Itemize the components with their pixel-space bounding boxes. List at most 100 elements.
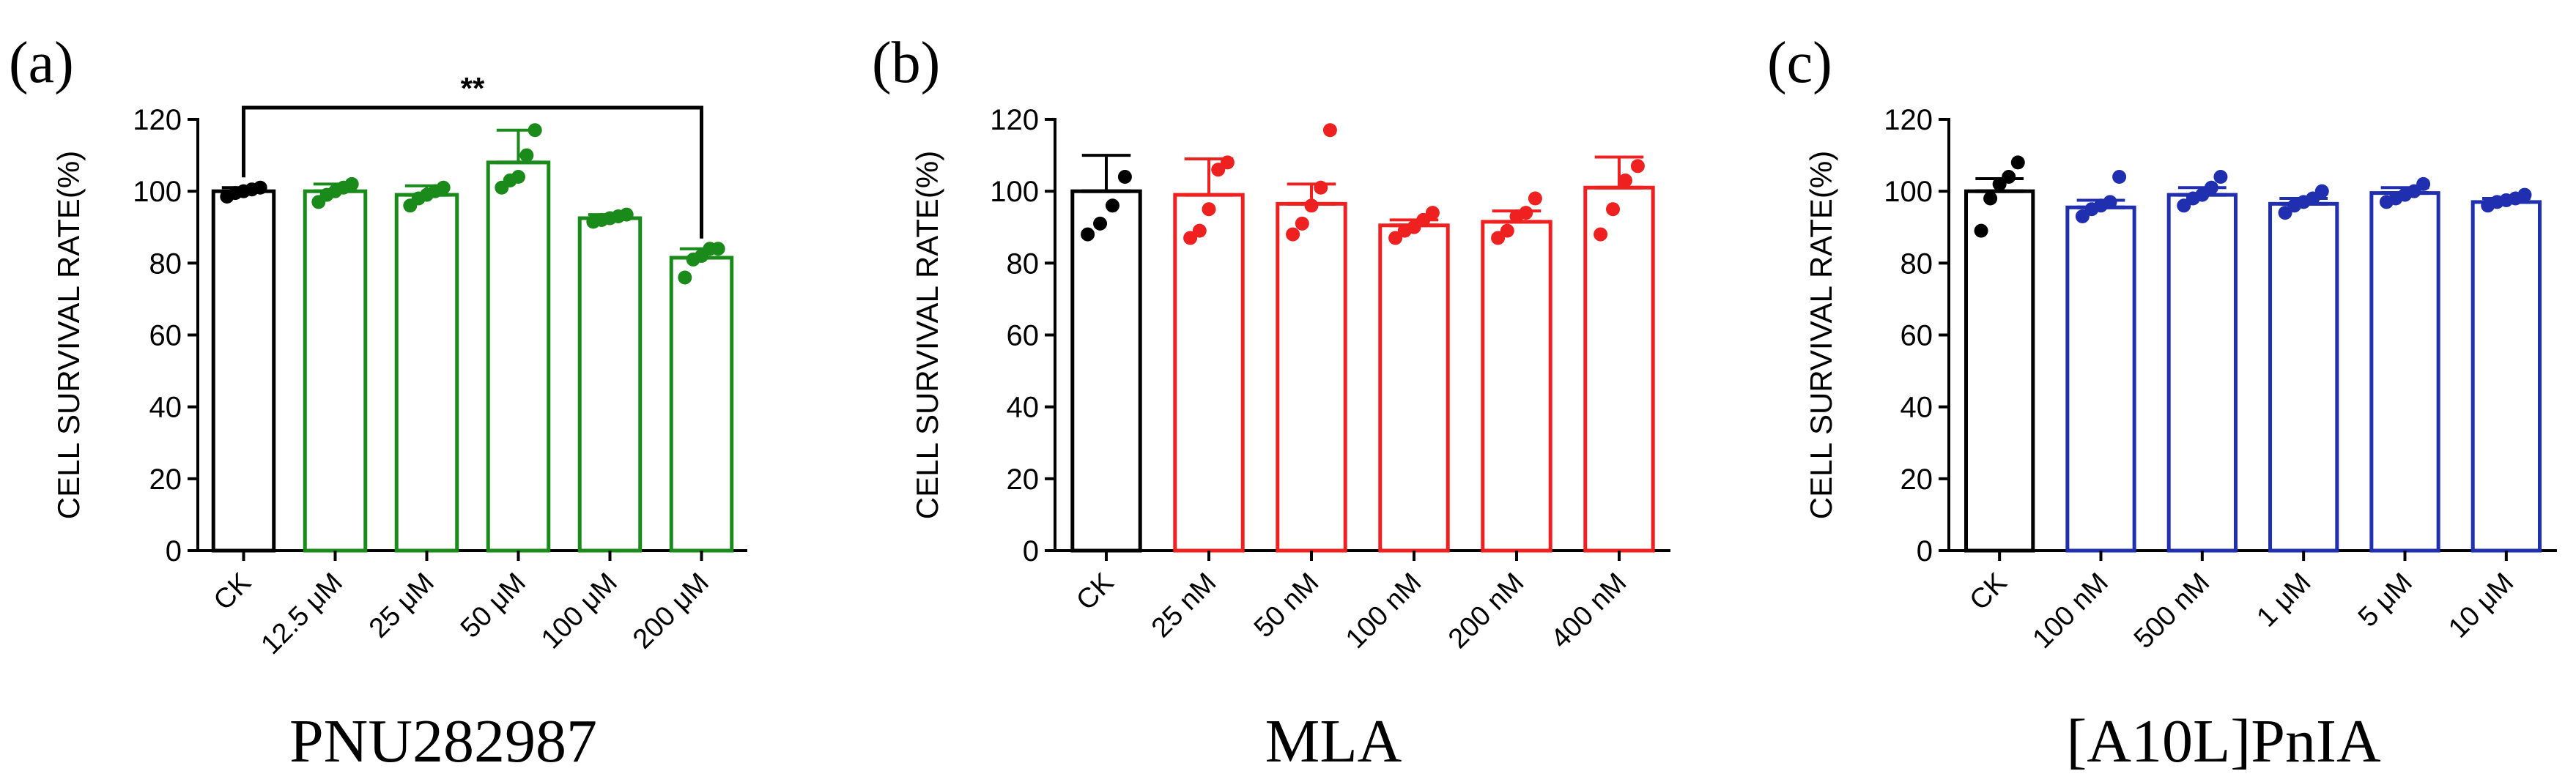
y-tick-label: 20 [1007,463,1040,496]
data-point [2002,170,2016,185]
data-point [1425,206,1440,220]
chart-panel-3: (c) CELL SURVIVAL RATE(%) 0 20 40 60 80 100 120 C… [1767,31,2557,775]
data-point [253,180,267,195]
data-point [2416,176,2431,191]
y-tick-label: 80 [1900,247,1933,280]
panel-label: (a) [9,31,74,95]
chart-panel-1: (a) CELL SURVIVAL RATE(%) 0 20 40 60 80 100 120 C… [9,31,747,775]
bar [2470,200,2542,553]
data-point [1519,206,1533,220]
bar [1276,201,1347,553]
y-tick-label: 0 [166,535,182,567]
y-tick-label: 60 [1007,320,1040,352]
data-point [1618,173,1632,187]
data-point [1630,159,1645,174]
data-point [678,270,692,285]
data-point [1974,223,1988,238]
chart-title: [A10L]PnIA [2066,707,2381,775]
x-tick-label: 12.5 μM [256,567,349,660]
bar [1173,193,1245,553]
bar [2268,201,2339,553]
chart-panel-2: (b) CELL SURVIVAL RATE(%) 0 20 40 60 80 100 120 C… [872,31,1670,775]
x-tick-label: CK [208,567,257,617]
bar [486,160,551,553]
y-tick-label: 120 [990,104,1039,136]
x-tick-label: 400 nM [1545,567,1632,655]
y-axis-label: CELL SURVIVAL RATE(%) [910,151,944,519]
data-point [519,148,534,163]
data-point [2204,180,2218,195]
y-tick-label: 20 [1900,463,1933,496]
panel-label: (c) [1767,31,1832,95]
y-tick-label: 80 [1007,247,1040,280]
x-tick-label: 100 nM [1340,567,1427,655]
x-tick-label: 100 nM [2027,567,2114,655]
y-tick-label: 20 [149,463,182,496]
data-point [2010,155,2025,170]
bar [2166,193,2238,553]
x-tick-label: 200 μM [627,567,715,655]
data-point [1304,198,1319,213]
x-tick-label: CK [1070,567,1119,617]
y-axis-label: CELL SURVIVAL RATE(%) [1804,151,1838,519]
bar [669,256,734,553]
bar [394,193,459,553]
data-point [1500,223,1514,238]
x-tick-label: 10 μM [2443,567,2520,644]
data-point [1202,202,1216,217]
data-point [1983,191,1998,206]
data-point [1105,198,1119,213]
data-point [1594,227,1608,242]
bar [1481,220,1552,553]
data-point [436,180,451,195]
y-tick-label: 0 [1023,535,1039,567]
data-point [619,207,634,222]
data-point [2112,170,2127,185]
x-tick-label: 100 μM [536,567,623,655]
data-point [1117,170,1132,185]
data-point [1081,227,1095,242]
y-tick-label: 120 [133,104,182,136]
x-tick-label: 200 nM [1443,567,1530,655]
y-tick-label: 100 [133,176,182,208]
x-tick-label: 50 nM [1248,567,1325,644]
data-point [511,170,525,185]
chart-title: MLA [1265,707,1402,775]
chart-title: PNU282987 [289,707,597,775]
data-point [2213,170,2228,185]
data-point [1295,216,1309,231]
x-tick-label: 500 nM [2128,567,2216,655]
data-point [1314,180,1328,195]
data-point [344,176,359,191]
data-point [2314,184,2329,198]
data-point [1528,191,1542,206]
y-tick-label: 80 [149,247,182,280]
bar [2369,191,2440,553]
bar [1378,223,1450,553]
bar [1070,189,1142,553]
bar [303,189,368,553]
y-tick-label: 100 [990,176,1039,208]
data-point [2517,187,2532,202]
x-tick-label: 25 μM [363,567,440,644]
data-point [1286,227,1300,242]
x-tick-label: 50 μM [455,567,532,644]
data-point [711,242,725,256]
data-point [2103,195,2117,209]
data-point [1322,123,1337,138]
y-tick-label: 120 [1884,104,1933,136]
bar [1583,185,1655,553]
bar [211,189,276,553]
data-point [1093,216,1108,231]
data-point [1606,202,1621,217]
y-tick-label: 40 [1007,392,1040,424]
bar [2065,205,2136,553]
panel-label: (b) [872,31,940,95]
bar [1964,189,2035,553]
y-tick-label: 100 [1884,176,1933,208]
data-point [1220,155,1235,170]
x-tick-label: 5 μM [2353,567,2418,633]
bar [577,216,643,553]
significance-bracket [242,105,703,239]
